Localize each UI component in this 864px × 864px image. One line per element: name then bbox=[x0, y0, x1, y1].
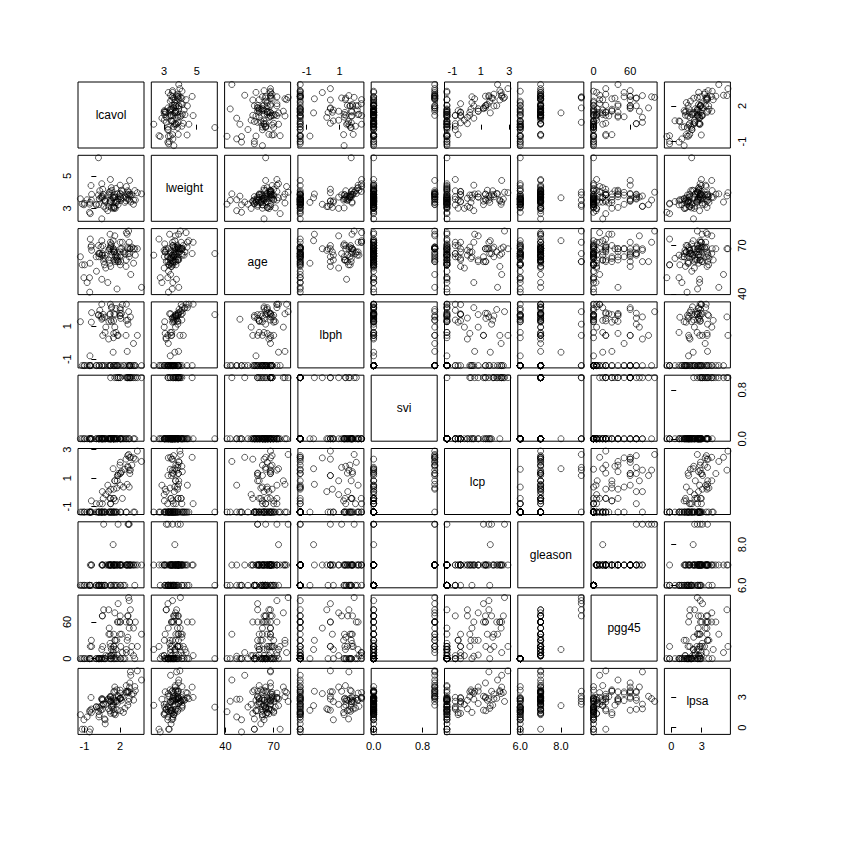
svg-text:0: 0 bbox=[736, 725, 748, 731]
svg-text:2: 2 bbox=[736, 103, 748, 109]
svg-text:60: 60 bbox=[61, 616, 73, 628]
svg-text:-1: -1 bbox=[80, 740, 90, 752]
svg-text:1: 1 bbox=[61, 475, 73, 481]
svg-text:0.0: 0.0 bbox=[736, 431, 748, 446]
svg-text:3: 3 bbox=[699, 740, 705, 752]
svg-text:6.0: 6.0 bbox=[513, 740, 528, 752]
svg-text:lpsa: lpsa bbox=[686, 694, 708, 708]
svg-text:0: 0 bbox=[590, 65, 596, 77]
svg-text:1: 1 bbox=[61, 323, 73, 329]
svg-text:-1: -1 bbox=[61, 502, 73, 512]
svg-text:3: 3 bbox=[61, 205, 73, 211]
svg-text:70: 70 bbox=[268, 740, 280, 752]
svg-text:3: 3 bbox=[61, 447, 73, 453]
svg-text:6.0: 6.0 bbox=[736, 578, 748, 593]
svg-text:5: 5 bbox=[194, 65, 200, 77]
svg-text:2: 2 bbox=[117, 740, 123, 752]
svg-text:0: 0 bbox=[668, 740, 674, 752]
svg-text:3: 3 bbox=[506, 65, 512, 77]
svg-text:3: 3 bbox=[736, 694, 748, 700]
svg-text:lcp: lcp bbox=[470, 475, 486, 489]
svg-text:pgg45: pgg45 bbox=[607, 621, 641, 635]
svg-text:70: 70 bbox=[736, 239, 748, 251]
svg-text:8.0: 8.0 bbox=[553, 740, 568, 752]
svg-text:40: 40 bbox=[736, 288, 748, 300]
svg-text:lweight: lweight bbox=[166, 181, 204, 195]
svg-text:gleason: gleason bbox=[530, 548, 572, 562]
svg-text:3: 3 bbox=[161, 65, 167, 77]
svg-text:8.0: 8.0 bbox=[736, 537, 748, 552]
svg-text:age: age bbox=[248, 255, 268, 269]
svg-text:-1: -1 bbox=[302, 65, 312, 77]
svg-text:5: 5 bbox=[61, 173, 73, 179]
svg-text:svi: svi bbox=[397, 401, 412, 415]
svg-text:60: 60 bbox=[624, 65, 636, 77]
svg-text:0: 0 bbox=[61, 656, 73, 662]
svg-text:lcavol: lcavol bbox=[96, 108, 127, 122]
svg-text:-1: -1 bbox=[448, 65, 458, 77]
svg-text:0.8: 0.8 bbox=[736, 382, 748, 397]
svg-text:0.8: 0.8 bbox=[415, 740, 430, 752]
svg-text:-1: -1 bbox=[61, 354, 73, 364]
svg-text:-1: -1 bbox=[736, 137, 748, 147]
svg-text:0.0: 0.0 bbox=[366, 740, 381, 752]
svg-text:40: 40 bbox=[219, 740, 231, 752]
svg-text:1: 1 bbox=[478, 65, 484, 77]
svg-text:lbph: lbph bbox=[320, 328, 343, 342]
svg-text:1: 1 bbox=[337, 65, 343, 77]
